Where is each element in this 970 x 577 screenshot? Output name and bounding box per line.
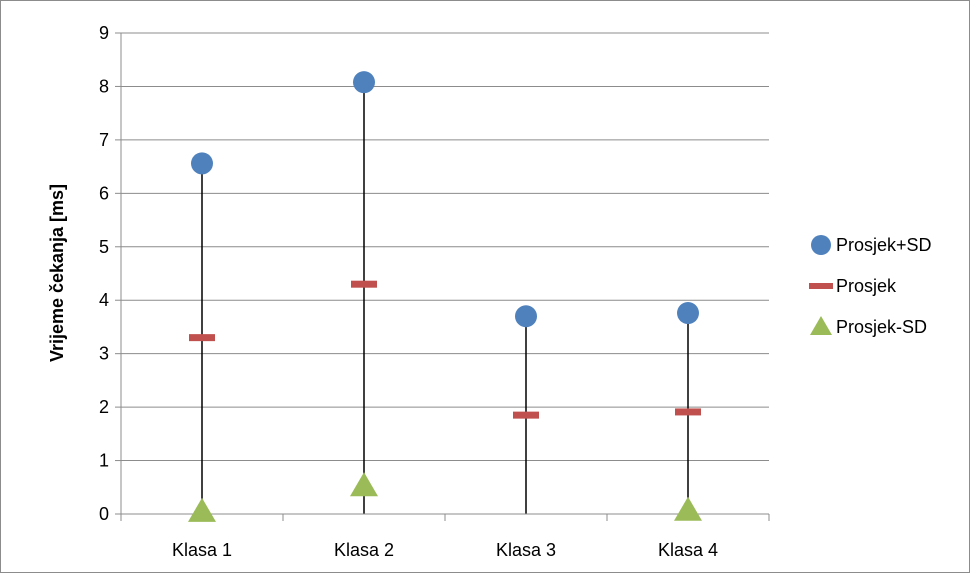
x-tick-label: Klasa 3: [496, 540, 556, 560]
y-tick-label: 6: [99, 183, 109, 203]
legend-marker-circle: [811, 235, 831, 255]
prosjek-sd-point: [353, 71, 375, 94]
grid-layer: [121, 32, 769, 462]
y-tick-label: 4: [99, 290, 109, 310]
prosjek-sd-point: [191, 152, 213, 175]
prosjek-sd-point: [677, 302, 699, 325]
prosjek-sd-point: [188, 497, 216, 522]
y-tick-label: 8: [99, 76, 109, 96]
y-tick-label: 1: [99, 451, 109, 471]
y-tick-label: 9: [99, 23, 109, 43]
x-tick-label: Klasa 4: [658, 540, 718, 560]
y-tick-label: 5: [99, 237, 109, 257]
y-tick-label: 7: [99, 130, 109, 150]
y-tick-label: 0: [99, 504, 109, 524]
legend-label: Prosjek-SD: [836, 317, 927, 337]
legend-label: Prosjek: [836, 276, 897, 296]
prosjek-point: [675, 408, 701, 416]
prosjek-point: [513, 411, 539, 419]
prosjek-point: [351, 280, 377, 288]
legend: Prosjek+SD Prosjek Prosjek-SD: [809, 235, 932, 337]
x-tick-label: Klasa 1: [172, 540, 232, 560]
y-tick-label: 3: [99, 344, 109, 364]
prosjek-sd-point: [350, 472, 378, 497]
legend-marker-triangle: [810, 316, 832, 335]
range-lines: [201, 82, 689, 514]
prosjek-sd-point: [674, 496, 702, 521]
legend-marker-dash: [809, 283, 833, 289]
series-layer: [188, 71, 702, 522]
prosjek-sd-point: [515, 305, 537, 328]
prosjek-point: [189, 334, 215, 342]
y-tick-label: 2: [99, 397, 109, 417]
axes: 0 1 2 3 4 5 6 7 8 9 Klasa 1 Klasa 2 Klasa 3 Klasa 4: [99, 23, 770, 560]
y-axis-title: Vrijeme čekanja [ms]: [47, 184, 67, 362]
x-tick-label: Klasa 2: [334, 540, 394, 560]
legend-label: Prosjek+SD: [836, 235, 932, 255]
